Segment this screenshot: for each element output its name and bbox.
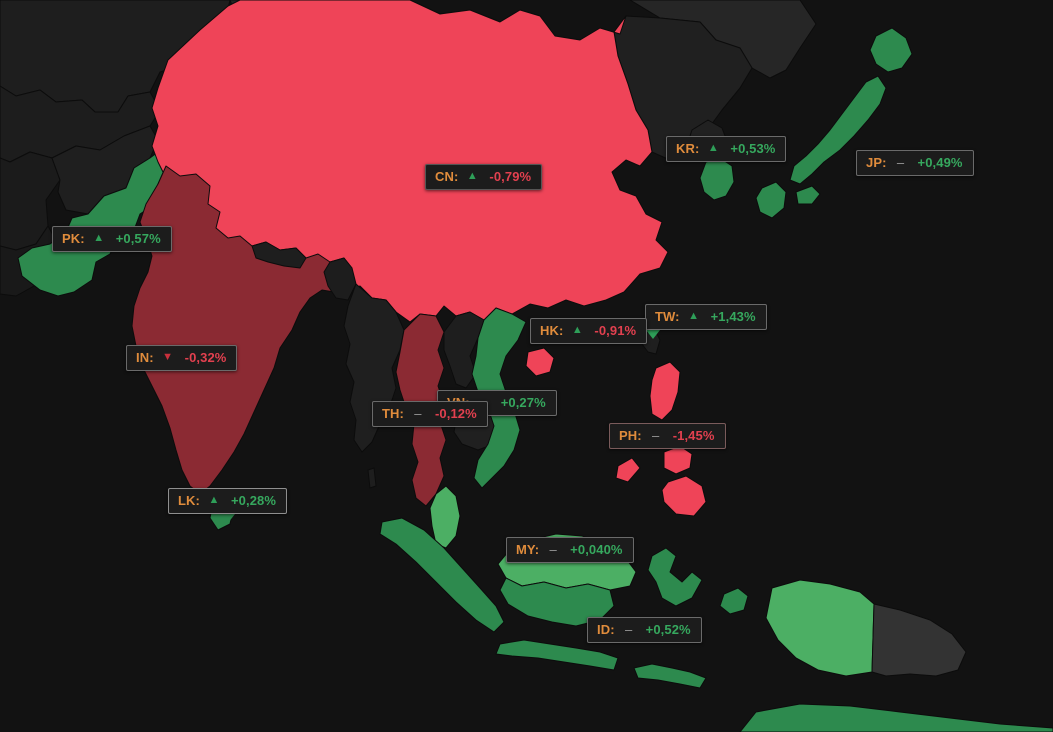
map-label-pointer <box>646 330 660 339</box>
trend-down-icon: ▼ <box>162 351 174 363</box>
country-pakistan <box>17 151 167 297</box>
country-indonesia-java <box>495 639 619 671</box>
country-code: HK: <box>540 323 564 338</box>
country-australia-north <box>739 703 1053 732</box>
country-japan-kyushu <box>755 181 787 219</box>
island-andaman <box>367 467 377 489</box>
trend-flat-icon: – <box>549 542 557 557</box>
change-value: +0,27% <box>500 395 546 410</box>
map-label-my[interactable]: MY: – +0,040% <box>506 537 634 563</box>
change-value: +0,57% <box>115 231 161 246</box>
change-value: -0,91% <box>594 323 637 338</box>
change-value: +0,52% <box>645 622 691 637</box>
change-value: +0,28% <box>230 493 277 508</box>
country-code: ID: <box>597 622 615 637</box>
trend-up-icon: ▲ <box>688 310 700 322</box>
trend-flat-icon: – <box>624 622 633 637</box>
trend-flat-icon: – <box>896 155 905 170</box>
trend-up-icon: ▲ <box>93 232 105 244</box>
trend-up-icon: ▲ <box>466 170 478 182</box>
change-value: -0,79% <box>489 169 532 184</box>
country-code: PK: <box>62 231 85 246</box>
change-value: +0,49% <box>917 155 963 170</box>
country-code: LK: <box>178 493 200 508</box>
country-myanmar <box>343 283 405 453</box>
change-value: -0,32% <box>184 350 227 365</box>
country-code: TW: <box>655 309 680 324</box>
change-value: +0,53% <box>730 141 776 156</box>
country-bangladesh <box>323 257 357 301</box>
country-japan-hokkaido <box>869 27 913 73</box>
country-code: PH: <box>619 428 642 443</box>
country-papua-new-guinea <box>871 603 967 677</box>
map-label-id[interactable]: ID: – +0,52% <box>587 617 702 643</box>
country-malaysia-peninsular <box>429 485 461 549</box>
country-code: CN: <box>435 169 459 184</box>
country-indonesia-sumatra <box>379 517 505 633</box>
map-label-in[interactable]: IN: ▼ -0,32% <box>126 345 238 371</box>
country-japan-honshu <box>789 75 887 185</box>
change-value: -0,12% <box>434 406 477 421</box>
country-indonesia-borneo-south <box>499 577 615 627</box>
country-philippines-palawan <box>615 457 641 483</box>
country-code: TH: <box>382 406 404 421</box>
country-code: MY: <box>516 542 540 557</box>
country-philippines-mindanao <box>661 475 707 517</box>
trend-up-icon: ▲ <box>571 324 583 336</box>
map-label-pk[interactable]: PK: ▲ +0,57% <box>52 226 172 252</box>
country-nepal <box>251 241 307 269</box>
trend-up-icon: ▲ <box>208 494 220 506</box>
map-label-cn[interactable]: CN: ▲ -0,79% <box>425 164 543 190</box>
trend-flat-icon: – <box>414 406 422 421</box>
country-code: KR: <box>676 141 700 156</box>
map-label-kr[interactable]: KR: ▲ +0,53% <box>666 136 787 162</box>
country-philippines-luzon <box>649 361 681 421</box>
change-value: -1,45% <box>672 428 715 443</box>
country-indonesia-lesser-sunda <box>633 663 707 689</box>
trend-up-icon: ▲ <box>707 142 719 154</box>
country-indonesia-sulawesi <box>647 547 703 607</box>
country-indonesia-papua <box>765 579 875 677</box>
country-hainan <box>525 347 555 377</box>
map-label-pointer <box>221 514 235 523</box>
trend-flat-icon: – <box>652 428 660 443</box>
map-label-ph[interactable]: PH: – -1,45% <box>609 423 726 449</box>
map-label-tw[interactable]: TW: ▲ +1,43% <box>645 304 767 330</box>
change-value: +0,040% <box>570 542 623 557</box>
country-indonesia-maluku <box>719 587 749 615</box>
change-value: +1,43% <box>710 309 756 324</box>
map-label-lk[interactable]: LK: ▲ +0,28% <box>168 488 288 514</box>
map-label-hk[interactable]: HK: ▲ -0,91% <box>530 318 648 344</box>
country-japan-shikoku <box>795 185 821 205</box>
country-code: IN: <box>136 350 154 365</box>
map-label-th[interactable]: TH: – -0,12% <box>372 401 488 427</box>
country-india <box>131 165 353 495</box>
map-label-jp[interactable]: JP: – +0,49% <box>856 150 974 176</box>
country-code: JP: <box>866 155 887 170</box>
